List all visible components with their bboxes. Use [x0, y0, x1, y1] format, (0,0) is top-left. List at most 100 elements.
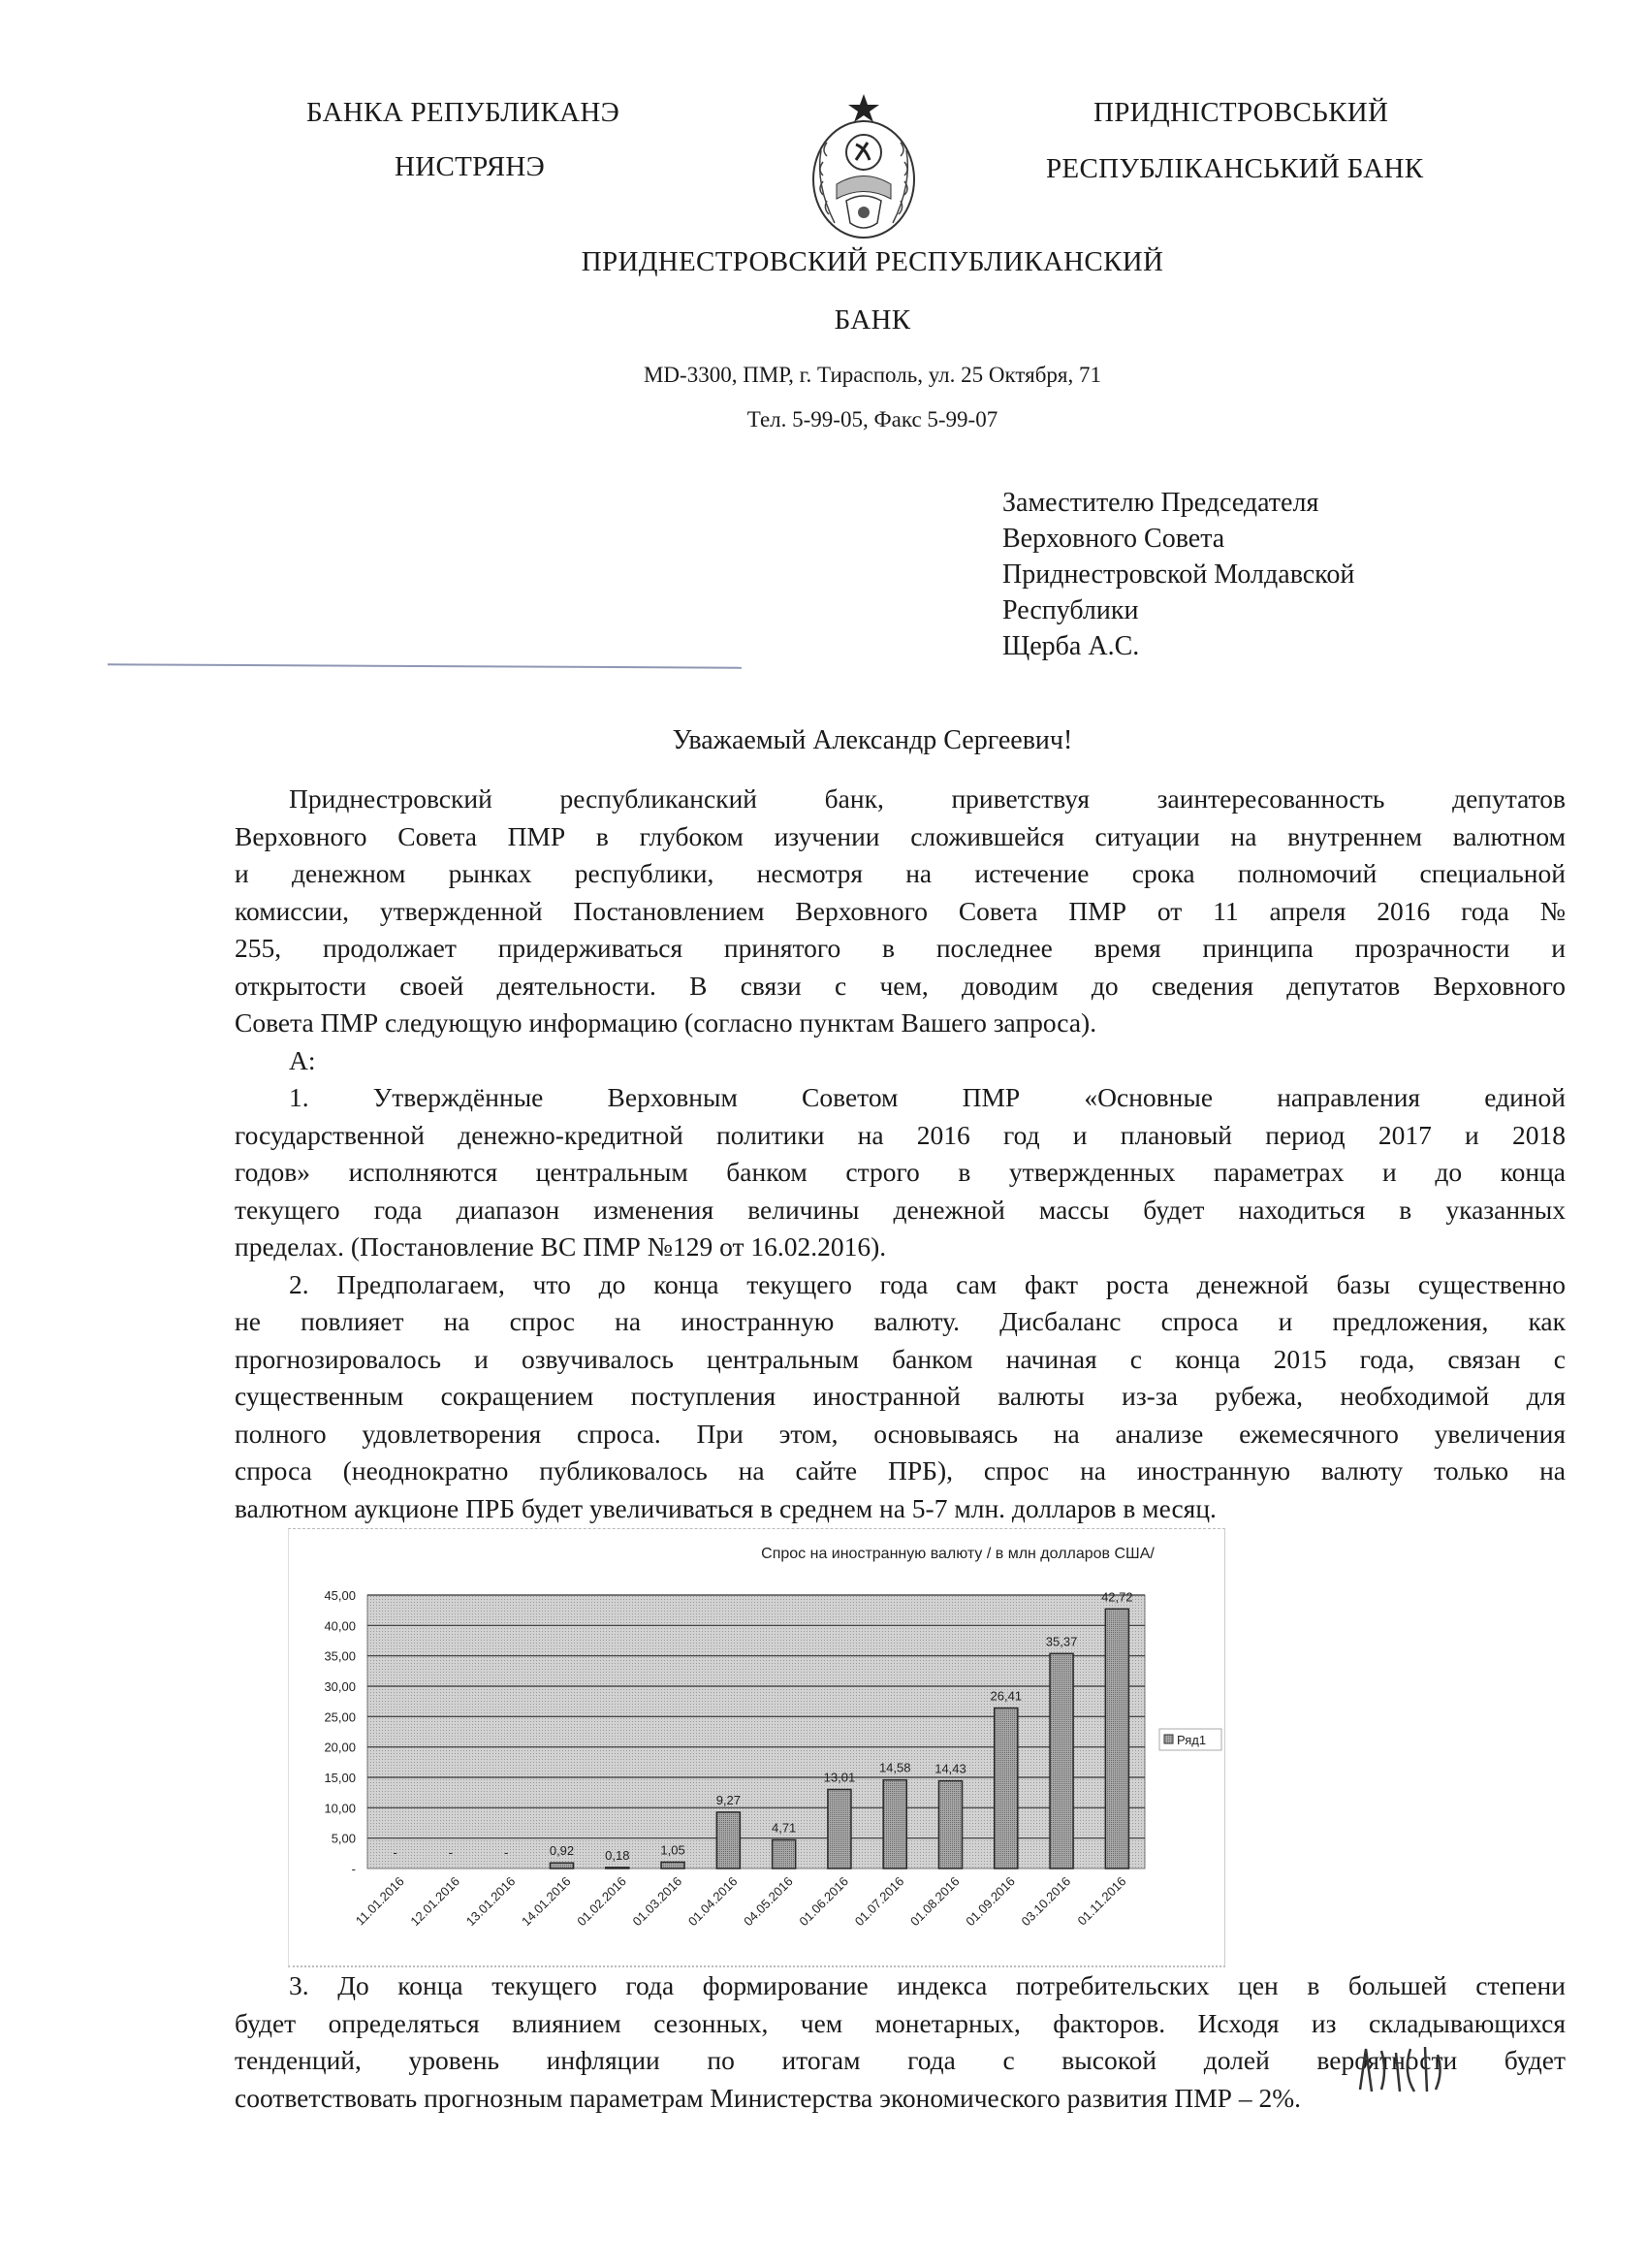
text-line: прогнозировалось и озвучивалось централь…	[235, 1343, 1566, 1374]
text-line: соответствовать прогнозным параметрам Ми…	[235, 2082, 1301, 2113]
data-label: 9,27	[716, 1793, 741, 1807]
text-line: комиссии, утвержденной Постановлением Ве…	[235, 895, 1566, 926]
text-line: Верховного Совета ПМР в глубоком изучени…	[235, 820, 1566, 851]
text-line: годов» исполняются центральным банком ст…	[235, 1157, 1566, 1187]
bar	[715, 1811, 742, 1869]
y-tick-label: 10,00	[324, 1801, 356, 1815]
x-tick-label: 14.01.2016	[519, 1874, 574, 1930]
y-tick-label: 25,00	[324, 1709, 356, 1724]
text-line: существенным сокращением поступления ино…	[235, 1381, 1566, 1411]
data-label: 42,72	[1101, 1589, 1133, 1604]
letter-body-top: Приднестровский республиканский банк, пр…	[235, 781, 1566, 1527]
x-tick-label: 11.01.2016	[353, 1874, 407, 1929]
bar	[882, 1778, 907, 1869]
text-line: Совета ПМР следующую информацию (согласн…	[235, 1007, 1097, 1038]
y-tick-label: 35,00	[324, 1649, 356, 1664]
data-label: 0,92	[550, 1843, 574, 1858]
data-label: 26,41	[991, 1688, 1023, 1703]
letterhead-right-line2: РЕСПУБЛІКАНСЬКИЙ БАНК	[1046, 153, 1424, 184]
legend: Ряд1	[1158, 1728, 1222, 1751]
bar	[827, 1788, 852, 1869]
addressee-line: Щерба А.С.	[1002, 631, 1140, 661]
bar	[605, 1867, 630, 1869]
bank-title-line2: БАНК	[834, 304, 911, 335]
bar	[994, 1707, 1019, 1869]
data-label: -	[449, 1845, 453, 1860]
letterhead-right-line1: ПРИДНІСТРОВСЬКИЙ	[1093, 97, 1389, 128]
letterhead-left-line1: БАНКА РЕПУБЛИКАНЭ	[306, 97, 620, 128]
bar	[937, 1779, 964, 1869]
data-label: 14,58	[879, 1761, 911, 1775]
x-tick-label: 01.09.2016	[963, 1874, 1018, 1930]
text-line: не повлияет на спрос на иностранную валю…	[235, 1306, 1566, 1336]
paragraph: 3. До конца текущего года формирование и…	[235, 1967, 1566, 2117]
handwritten-mark	[1358, 2046, 1441, 2092]
x-tick-label: 13.01.2016	[463, 1874, 519, 1930]
x-tick-label: 01.03.2016	[630, 1874, 685, 1930]
data-label: 14,43	[934, 1762, 966, 1776]
y-tick-label: 30,00	[324, 1679, 356, 1694]
addressee-line: Заместителю Председателя	[1002, 488, 1319, 518]
text-line: 255, продолжает придерживаться принятого…	[235, 933, 1566, 963]
bank-address: MD-3300, ПМР, г. Тирасполь, ул. 25 Октяб…	[643, 363, 1102, 387]
addressee-line: Республики	[1002, 595, 1139, 625]
text-line: тенденций, уровень инфляции по итогам го…	[235, 2045, 1566, 2075]
x-tick-label: 12.01.2016	[407, 1874, 462, 1930]
paragraph: 1. Утверждённые Верховным Советом ПМР «О…	[235, 1079, 1566, 1266]
text-line: открытости своей деятельности. В связи с…	[235, 970, 1566, 1001]
salutation: Уважаемый Александр Сергеевич!	[672, 725, 1073, 755]
x-tick-label: 04.05.2016	[741, 1874, 796, 1930]
text-line: Приднестровский республиканский банк, пр…	[289, 783, 1566, 814]
data-label: 4,71	[772, 1820, 796, 1835]
data-label: 35,37	[1046, 1634, 1078, 1648]
y-tick-label: 40,00	[324, 1618, 356, 1633]
addressee-block: Заместителю Председателя Верховного Сове…	[1002, 485, 1354, 664]
chart-title: Спрос на иностранную валюту / в млн долл…	[761, 1546, 1155, 1562]
text-line: будет определяться влиянием сезонных, че…	[235, 2007, 1566, 2038]
paragraph: 2. Предполагаем, что до конца текущего г…	[235, 1266, 1566, 1528]
x-tick-label: 01.06.2016	[796, 1874, 851, 1930]
bar	[1049, 1652, 1074, 1869]
x-tick-label: 01.04.2016	[685, 1874, 741, 1930]
y-tick-label: 15,00	[324, 1771, 356, 1785]
y-tick-label: 45,00	[324, 1588, 356, 1603]
bar	[1104, 1608, 1130, 1869]
chart-frame: Спрос на иностранную валюту / в млн долл…	[288, 1528, 1225, 1967]
divider-line	[107, 663, 743, 669]
text-line: и денежном рынках республики, несмотря н…	[235, 858, 1566, 888]
paragraph: А:	[235, 1042, 1566, 1080]
data-label: 1,05	[660, 1842, 684, 1857]
data-label: 13,01	[824, 1770, 856, 1784]
x-tick-label: 01.11.2016	[1075, 1874, 1129, 1929]
paragraph: Приднестровский республиканский банк, пр…	[235, 781, 1566, 1042]
text-line: 2. Предполагаем, что до конца текущего г…	[289, 1268, 1566, 1299]
text-line: 1. Утверждённые Верховным Советом ПМР «О…	[289, 1082, 1566, 1112]
data-label: 0,18	[605, 1848, 629, 1863]
bar	[660, 1861, 685, 1869]
addressee-line: Верховного Совета	[1002, 524, 1225, 554]
text-line: государственной денежно-кредитной полити…	[235, 1119, 1566, 1150]
addressee-line: Приднестровской Молдавской	[1002, 559, 1355, 590]
bank-title-line1: ПРИДНЕСТРОВСКИЙ РЕСПУБЛИКАНСКИЙ	[581, 246, 1164, 277]
bar	[549, 1862, 575, 1869]
x-tick-label: 01.08.2016	[907, 1874, 963, 1930]
data-label: -	[504, 1845, 508, 1860]
x-tick-label: 03.10.2016	[1019, 1874, 1074, 1930]
x-tick-label: 01.07.2016	[852, 1874, 907, 1930]
legend-box	[1158, 1728, 1222, 1751]
text-line: спроса (неоднократно публиковалось на са…	[235, 1455, 1566, 1485]
text-line: А:	[289, 1044, 316, 1075]
legend-label: Ряд1	[1177, 1733, 1206, 1747]
letter-body-bottom: 3. До конца текущего года формирование и…	[235, 1967, 1566, 2117]
y-tick-label: 5,00	[332, 1832, 356, 1846]
letterhead-left-line2: НИСТРЯНЭ	[395, 151, 546, 182]
demand-bar-chart: Спрос на иностранную валюту / в млн долл…	[324, 1546, 1222, 1930]
text-line: пределах. (Постановление ВС ПМР №129 от …	[235, 1231, 887, 1262]
legend-swatch	[1163, 1734, 1174, 1744]
bank-phone-fax: Тел. 5-99-05, Факс 5-99-07	[746, 407, 998, 431]
text-line: валютном аукционе ПРБ будет увеличиватьс…	[235, 1492, 1217, 1523]
y-tick-label: -	[352, 1862, 356, 1876]
plot-area	[366, 1594, 1146, 1869]
text-line: 3. До конца текущего года формирование и…	[289, 1970, 1566, 2000]
text-line: текущего года диапазон изменения величин…	[235, 1194, 1566, 1225]
